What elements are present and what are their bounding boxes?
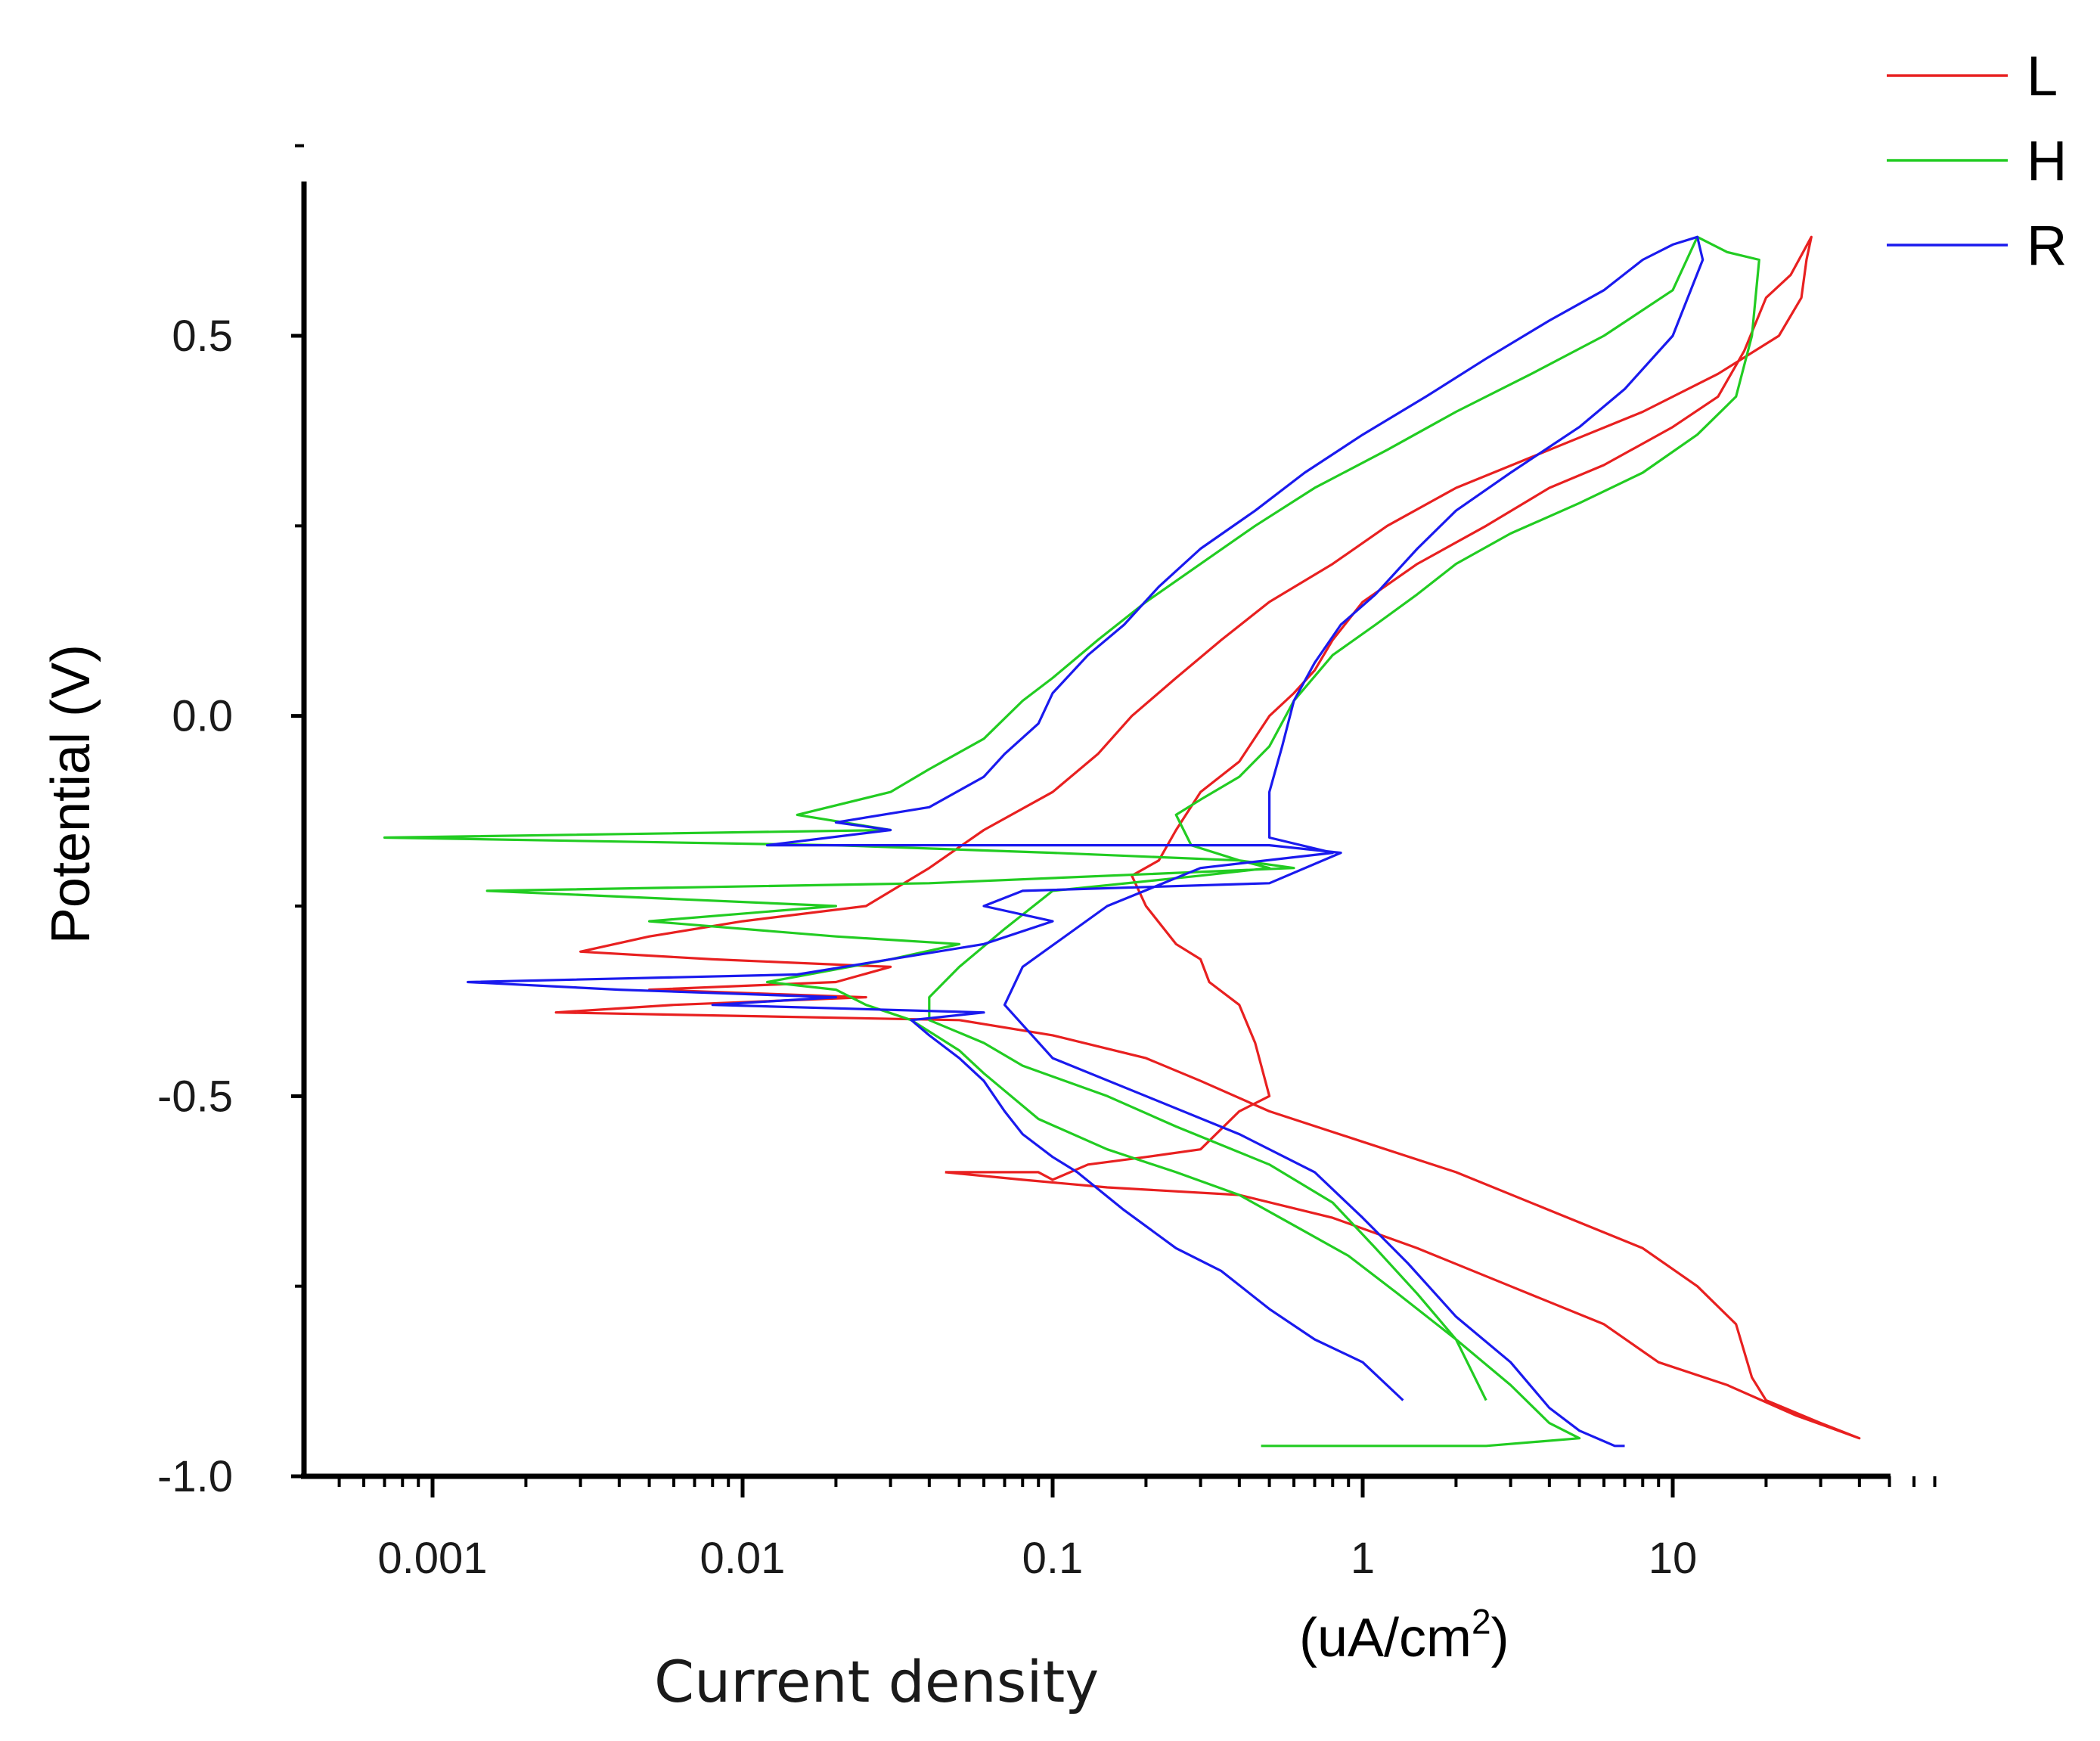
- x-axis-unit: (uA/cm2): [1299, 1602, 1509, 1668]
- legend-label-R: R: [2027, 214, 2067, 277]
- y-tick-label: 0.0: [172, 692, 233, 741]
- x-tick-label: 0.01: [700, 1534, 786, 1583]
- legend-label-L: L: [2027, 45, 2058, 107]
- x-tick-label: 0.1: [1022, 1534, 1084, 1583]
- x-axis-title: Current density: [654, 1648, 1099, 1715]
- x-tick-label: 1: [1351, 1534, 1375, 1583]
- x-ticks: 0.001 0.01 0.1 1 10: [337, 1476, 1937, 1583]
- series-group: [383, 235, 1861, 1448]
- x-axis-unit-close: ): [1491, 1608, 1509, 1668]
- series-line-H: [383, 235, 1760, 1448]
- y-tick-label: -1.0: [157, 1452, 233, 1501]
- x-tick-label: 0.001: [377, 1534, 487, 1583]
- y-axis-title: Potential (V): [41, 644, 101, 944]
- legend-label-H: H: [2027, 129, 2067, 192]
- series-line-R: [467, 235, 1705, 1448]
- y-tick-label: -0.5: [157, 1072, 233, 1121]
- x-axis-unit-text: (uA/cm: [1299, 1608, 1472, 1668]
- legend: LHR: [1887, 45, 2067, 277]
- x-axis-unit-sup: 2: [1472, 1602, 1491, 1641]
- x-tick-label: 10: [1649, 1534, 1698, 1583]
- y-tick-label: 0.5: [172, 312, 233, 361]
- y-ticks: 0.5 0.0 -0.5 -1.0: [157, 144, 304, 1501]
- series-line-L: [554, 235, 1861, 1440]
